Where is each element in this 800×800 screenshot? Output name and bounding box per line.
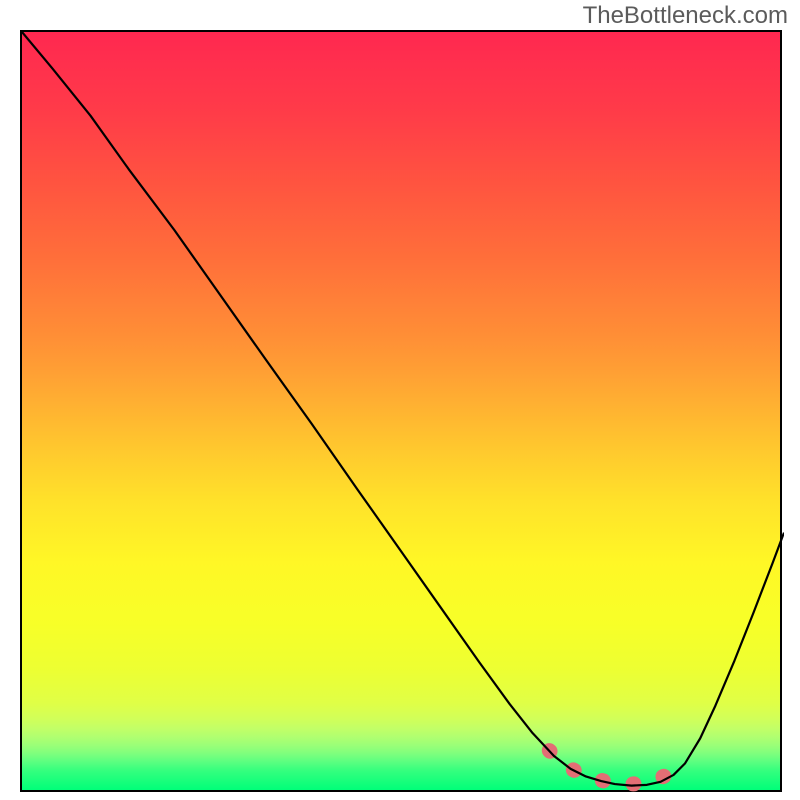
main-curve xyxy=(22,32,784,786)
chart-container: TheBottleneck.com xyxy=(0,0,800,800)
plot-area xyxy=(20,30,782,792)
curve-layer xyxy=(22,32,784,794)
attribution-text: TheBottleneck.com xyxy=(583,2,788,30)
